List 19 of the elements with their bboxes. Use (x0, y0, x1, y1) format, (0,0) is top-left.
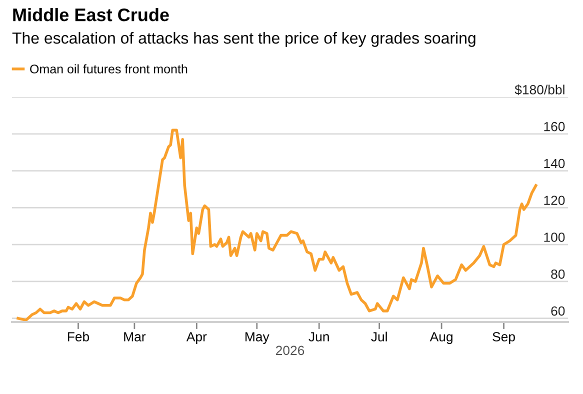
x-tick-label: May (246, 332, 270, 344)
x-tick-label: Sep (492, 332, 515, 344)
chart-subtitle: The escalation of attacks has sent the price of key grades soaring (12, 32, 476, 47)
x-tick-label: Jul (371, 332, 387, 342)
y-tick-label: 60 (551, 306, 565, 316)
y-tick-label: 100 (544, 232, 565, 242)
y-tick-label: 140 (544, 158, 565, 168)
x-tick-label: Feb (68, 332, 90, 342)
x-axis-title: 2026 (276, 346, 304, 356)
legend-label: Oman oil futures front month (30, 64, 188, 74)
y-tick-label: 160 (544, 122, 565, 132)
y-tick-label: $180/bbl (514, 84, 564, 96)
x-tick-label: Aug (430, 332, 452, 344)
x-tick-label: Apr (186, 332, 207, 344)
y-tick-label: 120 (544, 196, 565, 206)
x-tick-label: Mar (124, 332, 146, 342)
chart-title: Middle East Crude (13, 8, 169, 22)
y-tick-label: 80 (551, 269, 565, 279)
x-tick-label: Jun (308, 332, 329, 342)
